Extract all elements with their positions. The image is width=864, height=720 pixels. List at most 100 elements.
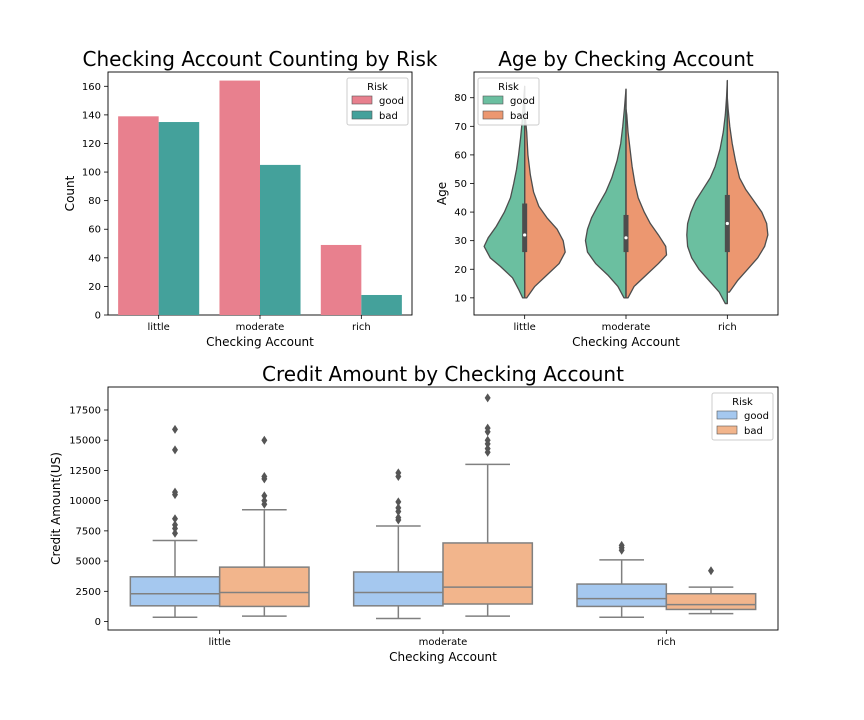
outlier-little-good — [172, 424, 178, 434]
outlier-moderate-good — [395, 513, 402, 523]
y-tick-label: 20 — [454, 265, 467, 276]
legend-title: Risk — [732, 397, 753, 408]
bar-moderate-good — [219, 80, 260, 315]
y-tick-label: 60 — [88, 225, 101, 236]
violin-rich-bad — [726, 97, 769, 293]
x-tick-label: little — [208, 637, 230, 648]
box-little-good — [129, 576, 221, 607]
legend-title: Risk — [367, 82, 388, 93]
bar-little-bad — [158, 122, 200, 315]
y-tick-label: 40 — [454, 208, 467, 219]
violin-iqr-moderate — [623, 214, 629, 253]
y-tick-label: 10 — [454, 293, 467, 304]
violin-little-bad — [524, 111, 566, 299]
outlier-little-good — [172, 514, 178, 524]
bar-moderate-bad — [260, 164, 301, 315]
y-tick-label: 7500 — [76, 526, 101, 537]
y-tick-label: 40 — [88, 253, 101, 264]
legend-label-good: good — [510, 96, 535, 107]
x-axis-label: Checking Account — [206, 335, 314, 349]
outlier-little-good — [172, 487, 178, 497]
outlier-little-bad — [261, 435, 268, 445]
legend-swatch-bad — [716, 425, 738, 435]
outlier-moderate-bad — [484, 393, 491, 403]
box-moderate-bad — [442, 542, 534, 605]
legend-swatch-bad — [351, 110, 373, 120]
box-little-bad — [218, 566, 310, 608]
outlier-moderate-good — [395, 468, 402, 478]
y-tick-label: 50 — [454, 179, 467, 190]
y-tick-label: 0 — [95, 617, 101, 628]
x-axis-label: Checking Account — [389, 650, 497, 664]
legend-swatch-bad — [482, 110, 504, 120]
chart-title: Age by Checking Account — [498, 47, 754, 71]
bar-little-good — [118, 116, 159, 315]
violin-moderate-bad — [625, 108, 668, 299]
y-tick-label: 15000 — [69, 436, 101, 447]
legend-label-bad: bad — [379, 111, 398, 122]
outlier-little-bad — [261, 496, 268, 506]
y-tick-label: 10000 — [69, 496, 101, 507]
y-tick-label: 17500 — [69, 405, 101, 416]
legend-title: Risk — [498, 82, 519, 93]
chart-title: Credit Amount by Checking Account — [262, 362, 624, 386]
x-tick-label: little — [147, 322, 169, 333]
violin-rich-good — [686, 79, 728, 305]
y-axis-label: Age — [435, 182, 449, 205]
x-tick-label: rich — [657, 637, 676, 648]
outlier-little-good — [172, 445, 178, 455]
outlier-rich-bad — [708, 566, 714, 576]
y-tick-label: 100 — [82, 168, 101, 179]
outlier-little-good — [172, 520, 178, 530]
y-tick-label: 70 — [454, 122, 467, 133]
violin-iqr-little — [522, 203, 528, 253]
legend-label-good: good — [744, 411, 769, 422]
bar-rich-good — [320, 244, 362, 315]
chart-title: Checking Account Counting by Risk — [83, 47, 438, 71]
y-tick-label: 0 — [95, 311, 101, 322]
y-axis-label: Credit Amount(US) — [49, 452, 63, 565]
y-tick-label: 20 — [88, 282, 101, 293]
legend-swatch-good — [716, 410, 738, 420]
violin-moderate-good — [584, 88, 627, 299]
outlier-moderate-bad — [484, 444, 491, 454]
outlier-rich-good — [618, 540, 625, 550]
x-tick-label: moderate — [236, 322, 285, 333]
box-moderate-good — [352, 571, 444, 607]
box-rich-bad — [665, 592, 757, 611]
y-tick-label: 80 — [88, 196, 101, 207]
bar-rich-bad — [361, 294, 402, 315]
y-tick-label: 140 — [82, 110, 101, 121]
violin-median-rich — [725, 221, 729, 226]
y-tick-label: 2500 — [76, 587, 101, 598]
outlier-moderate-bad — [484, 435, 491, 445]
y-tick-label: 60 — [454, 150, 467, 161]
legend-label-bad: bad — [744, 426, 763, 437]
violin-median-moderate — [624, 236, 628, 240]
outlier-moderate-bad — [484, 423, 491, 433]
y-tick-label: 160 — [82, 82, 101, 93]
outlier-moderate-good — [395, 497, 402, 507]
outlier-moderate-good — [395, 503, 402, 513]
x-tick-label: moderate — [602, 322, 651, 333]
y-tick-label: 80 — [454, 93, 467, 104]
outlier-little-good — [172, 528, 178, 538]
outlier-little-bad — [261, 491, 268, 501]
legend-swatch-good — [351, 95, 373, 105]
box-rich-good — [576, 583, 668, 608]
violin-median-little — [523, 233, 527, 237]
legend-label-good: good — [379, 96, 404, 107]
legend-swatch-good — [482, 95, 504, 105]
y-tick-label: 120 — [82, 139, 101, 150]
x-tick-label: moderate — [419, 637, 468, 648]
y-axis-label: Count — [63, 175, 77, 211]
y-tick-label: 30 — [454, 236, 467, 247]
x-axis-label: Checking Account — [572, 335, 680, 349]
x-tick-label: rich — [352, 322, 371, 333]
x-tick-label: little — [513, 322, 535, 333]
outlier-little-bad — [261, 471, 268, 481]
x-tick-label: rich — [718, 322, 737, 333]
y-tick-label: 12500 — [69, 466, 101, 477]
y-tick-label: 5000 — [76, 557, 101, 568]
